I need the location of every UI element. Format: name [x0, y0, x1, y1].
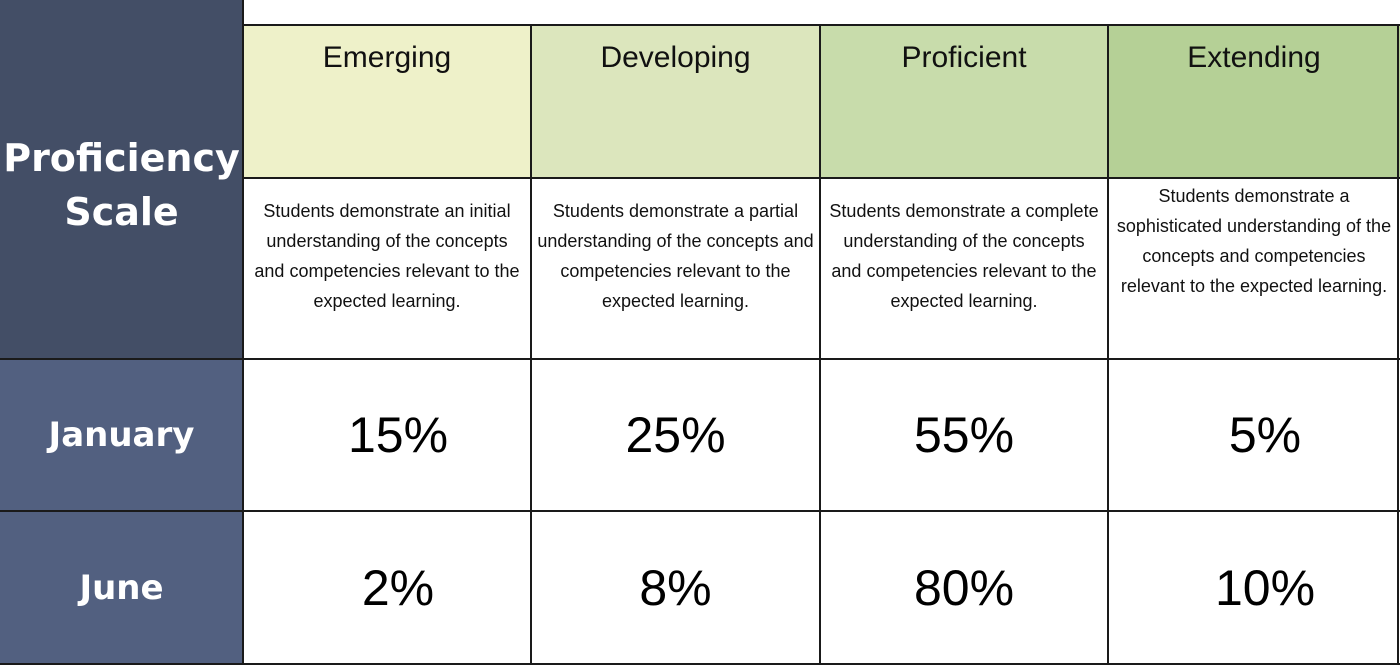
grid-line-h-left-3 [0, 663, 243, 665]
value-cell-january-proficient: 55% [913, 407, 1015, 463]
level-description-developing: Students demonstrate a partial understan… [537, 201, 814, 311]
grid-line-h-left-2 [0, 510, 243, 512]
value-cell-january-developing: 25% [625, 407, 726, 463]
value-cell-june-developing: 8% [639, 559, 712, 616]
grid-line-h-1 [243, 177, 1400, 179]
grid-line-v-right [1397, 25, 1399, 664]
row-label-january: January [0, 359, 243, 511]
grid-line-h-4 [243, 663, 1400, 665]
grid-line-h-0 [243, 24, 1400, 26]
grid-line-v-1 [530, 25, 532, 664]
level-description-proficient: Students demonstrate a complete understa… [829, 201, 1099, 311]
value-cell-june-proficient: 80% [913, 559, 1015, 616]
corner-label: Proficiency Scale [0, 0, 243, 359]
row-label-june: June [0, 511, 243, 664]
value-cell-june-emerging: 2% [361, 559, 435, 616]
level-header-extending: Extending [1108, 25, 1400, 178]
level-header-developing: Developing [531, 25, 820, 178]
grid-line-v-3 [1107, 25, 1109, 664]
grid-line-v-0 [242, 0, 244, 664]
level-header-proficient: Proficient [820, 25, 1108, 178]
level-header-emerging: Emerging [243, 25, 531, 178]
value-cell-january-emerging: 15% [347, 407, 449, 463]
level-description-emerging: Students demonstrate an initial understa… [254, 201, 520, 311]
value-cell-june-extending: 10% [1214, 559, 1316, 616]
grid-line-h-2 [243, 358, 1400, 360]
level-description-extending: Students demonstrate a sophisticated und… [1116, 186, 1392, 296]
grid-line-h-left-1 [0, 358, 243, 360]
value-cell-january-extending: 5% [1228, 407, 1302, 463]
grid-line-v-2 [819, 25, 821, 664]
grid-line-h-3 [243, 510, 1400, 512]
